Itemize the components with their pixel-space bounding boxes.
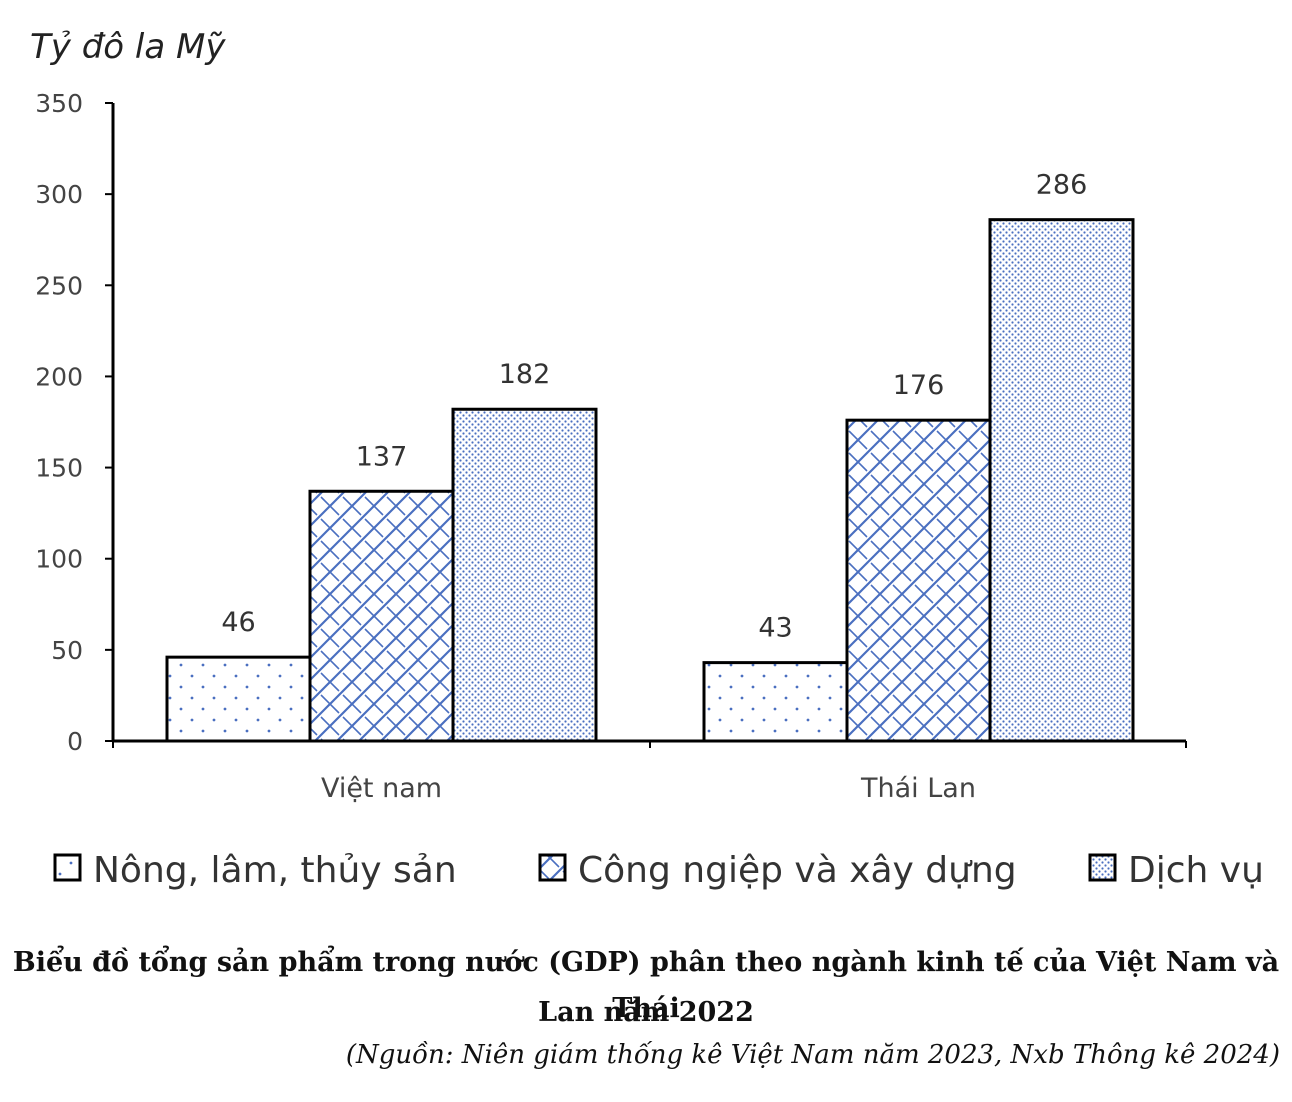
data-label: 182 bbox=[499, 359, 551, 390]
legend-entry-3: Dịch vụ bbox=[1128, 850, 1264, 891]
y-tick-label: 250 bbox=[35, 271, 83, 300]
legend-swatch-1 bbox=[53, 853, 82, 882]
data-label: 43 bbox=[758, 613, 792, 644]
y-tick-label: 350 bbox=[35, 89, 83, 118]
x-category-label: Việt nam bbox=[321, 773, 442, 804]
y-axis: 0 50 100 150 200 250 300 350 bbox=[35, 89, 113, 756]
bar-3-1 bbox=[451, 407, 598, 743]
y-tick-label: 150 bbox=[35, 454, 83, 483]
bar-1-2 bbox=[702, 661, 849, 743]
data-label: 46 bbox=[221, 607, 255, 638]
bars bbox=[165, 218, 1135, 743]
axes-lines bbox=[111, 103, 1187, 748]
y-tick-label: 100 bbox=[35, 545, 83, 574]
data-label: 286 bbox=[1036, 170, 1088, 201]
data-labels: 46 137 182 43 176 286 bbox=[221, 170, 1087, 644]
legend-swatch-3 bbox=[1088, 853, 1117, 882]
bar-chart: Tỷ đô la Mỹ 0 50 100 150 200 250 300 350 46 137 1… bbox=[30, 27, 1264, 891]
y-tick-label: 0 bbox=[67, 727, 83, 756]
data-label: 176 bbox=[893, 370, 945, 401]
y-tick-label: 300 bbox=[35, 180, 83, 209]
legend-entry-2: Công ngiệp và xây dựng bbox=[578, 850, 1017, 891]
x-axis: Việt nam Thái Lan bbox=[321, 773, 976, 804]
bar-3-2 bbox=[988, 218, 1135, 743]
bar-2-2 bbox=[845, 418, 992, 743]
legend-entry-1: Nông, lâm, thủy sản bbox=[93, 850, 457, 891]
x-category-label: Thái Lan bbox=[860, 773, 976, 804]
data-label: 137 bbox=[356, 441, 408, 472]
chart-caption-line-2: Lan năm 2022 bbox=[538, 997, 754, 1028]
bar-1-1 bbox=[165, 655, 312, 743]
legend: Nông, lâm, thủy sản Công ngiệp và xây dựn… bbox=[53, 850, 1264, 891]
bar-2-1 bbox=[308, 489, 455, 743]
y-tick-label: 50 bbox=[51, 636, 83, 665]
source-note: (Nguồn: Niên giám thống kê Việt Nam năm … bbox=[345, 1040, 1280, 1070]
legend-swatch-2 bbox=[538, 853, 567, 882]
chart-caption-line-1: Biểu đồ tổng sản phẩm trong nước (GDP) p… bbox=[12, 947, 1280, 1024]
y-axis-unit-label: Tỷ đô la Mỹ bbox=[30, 27, 226, 67]
y-tick-label: 200 bbox=[35, 362, 83, 391]
